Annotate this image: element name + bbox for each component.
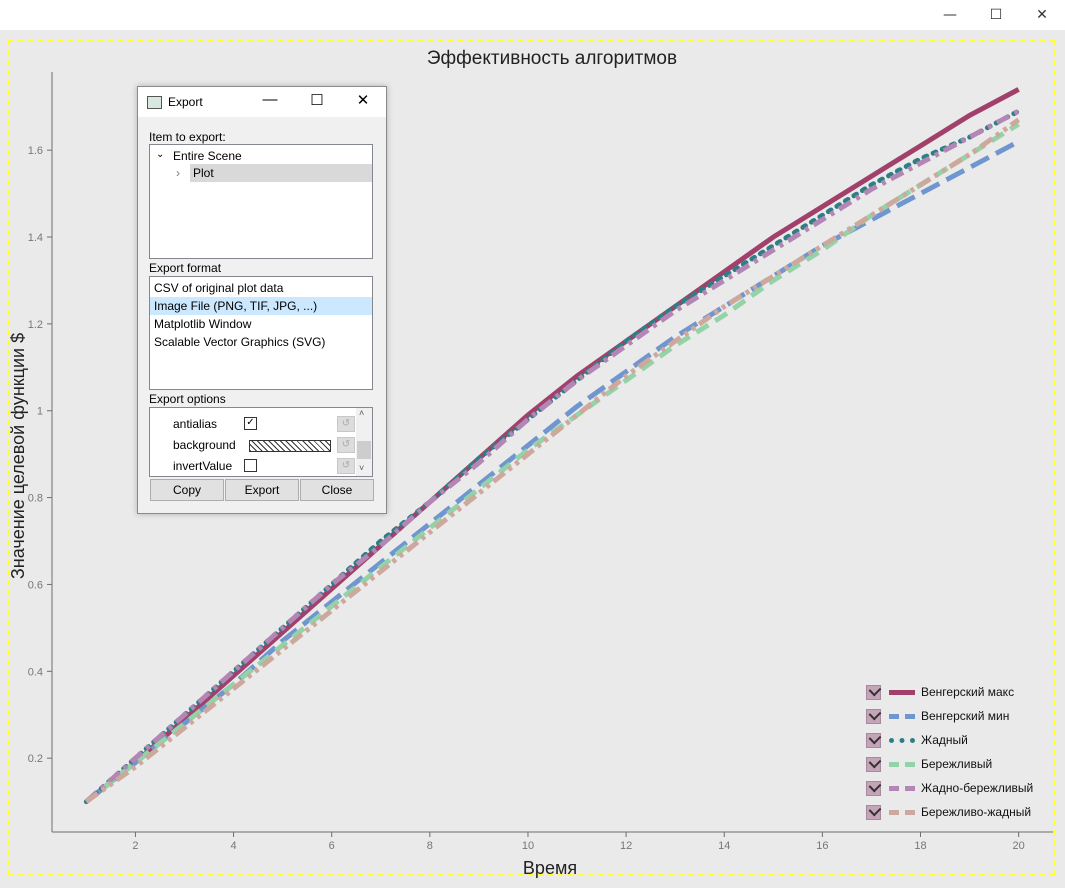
reset-icon[interactable]: ↺ [337, 416, 355, 432]
legend-swatch [889, 761, 915, 767]
x-tick-label: 2 [132, 840, 138, 852]
format-item-image[interactable]: Image File (PNG, TIF, JPG, ...) [150, 297, 372, 315]
antialias-checkbox[interactable]: ✓ [244, 417, 257, 430]
scroll-down-icon[interactable]: ˅ [359, 463, 365, 473]
export-button[interactable]: Export [225, 479, 299, 501]
close-button[interactable]: ✕ [1036, 7, 1048, 23]
tree-item-plot[interactable]: › Plot [176, 164, 372, 182]
dialog-titlebar: Export — ☐ ✕ [138, 87, 386, 117]
legend-label: Жадно-бережливый [921, 781, 1034, 795]
x-tick-label: 16 [816, 840, 828, 852]
tree-item-entire-scene[interactable]: ⌄ Entire Scene [156, 149, 242, 163]
y-axis-label: Значение целевой функции $ [8, 333, 28, 579]
series-line-3 [83, 108, 1022, 805]
close-dialog-button[interactable]: Close [300, 479, 374, 501]
legend-checkbox[interactable] [866, 756, 881, 772]
series-line-6 [84, 117, 1021, 804]
legend-swatch [889, 809, 915, 815]
legend-checkbox[interactable] [866, 732, 881, 748]
export-format-list[interactable]: CSV of original plot data Image File (PN… [149, 276, 373, 390]
legend-swatch [889, 713, 915, 719]
legend-checkbox[interactable] [866, 804, 881, 820]
x-tick-label: 10 [522, 840, 534, 852]
window-titlebar: — ☐ ✕ [0, 0, 1065, 30]
copy-button[interactable]: Copy [150, 479, 224, 501]
legend-checkbox[interactable] [866, 708, 881, 724]
minimize-button[interactable]: — [943, 7, 957, 23]
dialog-minimize-button[interactable]: — [262, 91, 278, 108]
background-color-swatch[interactable] [249, 440, 331, 452]
app-icon [147, 96, 162, 109]
x-tick-label: 6 [329, 840, 335, 852]
x-tick-label: 20 [1013, 840, 1025, 852]
y-tick-label: 1.2 [28, 319, 43, 331]
export-dialog: Export — ☐ ✕ Item to export: ⌄ Entire Sc… [137, 86, 387, 514]
format-item-matplotlib[interactable]: Matplotlib Window [154, 317, 252, 331]
x-tick-label: 4 [230, 840, 236, 852]
legend-label: Жадный [921, 733, 968, 747]
scroll-up-icon[interactable]: ˄ [359, 408, 365, 418]
x-tick-label: 18 [914, 840, 926, 852]
dialog-close-button[interactable]: ✕ [356, 92, 370, 109]
legend-label: Венгерский мин [921, 709, 1010, 723]
x-tick-label: 12 [620, 840, 632, 852]
x-tick-label: 8 [427, 840, 433, 852]
chevron-down-icon: ⌄ [156, 149, 165, 160]
legend-swatch [889, 785, 915, 791]
legend-checkbox[interactable] [866, 780, 881, 796]
legend-checkbox[interactable] [866, 684, 881, 700]
y-tick-label: 0.4 [28, 666, 43, 678]
y-tick-label: 1 [37, 406, 43, 418]
export-format-label: Export format [149, 261, 222, 275]
option-background[interactable]: background [150, 435, 338, 455]
legend-item: Венгерский макс [866, 680, 1046, 704]
x-axis-label: Время [523, 858, 577, 878]
legend-item: Жадный [866, 728, 1046, 752]
legend-swatch [889, 689, 915, 695]
reset-icon[interactable]: ↺ [337, 437, 355, 453]
x-tick-label: 14 [718, 840, 730, 852]
legend-swatch [889, 737, 915, 743]
legend-item: Бережливый [866, 752, 1046, 776]
legend-label: Венгерский макс [921, 685, 1015, 699]
invertvalue-checkbox[interactable] [244, 459, 257, 472]
chart-title: Эффективность алгоритмов [427, 48, 677, 69]
options-scrollbar[interactable]: ˄ ˅ [356, 408, 372, 476]
export-options-table[interactable]: antialias ✓ ↺ background ↺ invertValue ↺… [149, 407, 373, 477]
chevron-right-icon: › [176, 166, 180, 180]
legend: Венгерский макс Венгерский мин Жадный Береж… [866, 680, 1046, 824]
legend-item: Бережливо-жадный [866, 800, 1046, 824]
format-item-csv[interactable]: CSV of original plot data [154, 281, 284, 295]
reset-icon[interactable]: ↺ [337, 458, 355, 474]
item-to-export-label: Item to export: [149, 130, 226, 144]
legend-label: Бережливо-жадный [921, 805, 1032, 819]
maximize-button[interactable]: ☐ [989, 7, 1003, 23]
y-tick-label: 1.6 [28, 145, 43, 157]
option-invertvalue[interactable]: invertValue [150, 456, 338, 476]
option-antialias[interactable]: antialias ✓ [150, 414, 338, 434]
y-tick-label: 0.6 [28, 579, 43, 591]
format-item-svg[interactable]: Scalable Vector Graphics (SVG) [154, 335, 326, 349]
legend-label: Бережливый [921, 757, 993, 771]
scrollbar-thumb[interactable] [357, 441, 371, 459]
dialog-title: Export [168, 95, 203, 109]
series-line-1 [84, 87, 1020, 804]
legend-item: Жадно-бережливый [866, 776, 1046, 800]
y-tick-label: 0.2 [28, 753, 43, 765]
y-tick-label: 1.4 [28, 232, 43, 244]
legend-item: Венгерский мин [866, 704, 1046, 728]
dialog-maximize-button[interactable]: ☐ [310, 92, 324, 109]
y-tick-label: 0.8 [28, 493, 43, 505]
item-tree[interactable]: ⌄ Entire Scene › Plot [149, 144, 373, 259]
export-options-label: Export options [149, 392, 226, 406]
